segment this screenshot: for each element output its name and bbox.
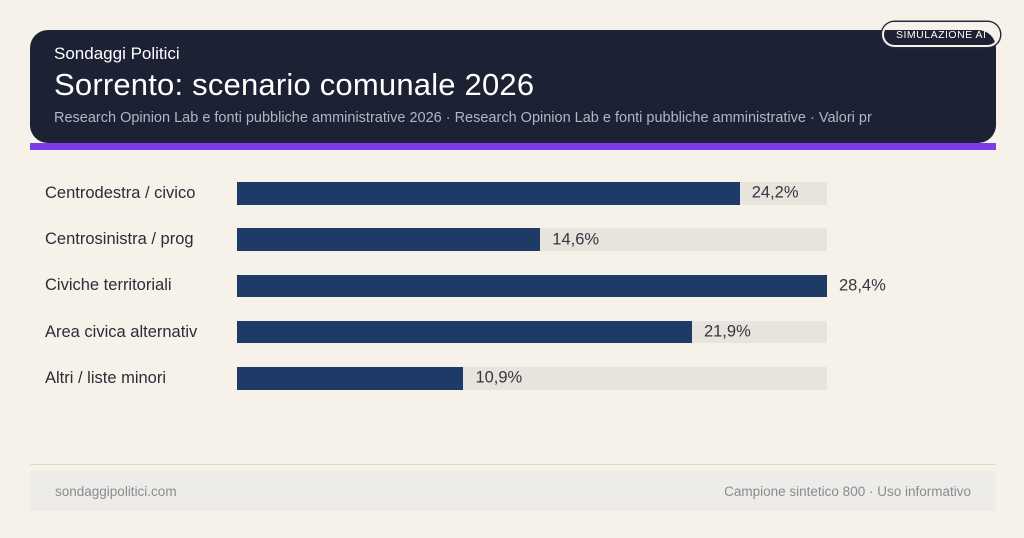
bar-value: 21,9% (703, 322, 751, 341)
bar-chart: Centrodestra / civico 24,2% Centrosinistra… (45, 182, 886, 413)
bar-track: 14,6% (237, 228, 827, 251)
bar-value: 28,4% (839, 276, 886, 295)
chart-row: Centrosinistra / prog 14,6% (45, 228, 827, 251)
footer-divider (30, 464, 996, 465)
accent-divider (30, 143, 996, 150)
bar-fill (237, 228, 541, 251)
row-label: Civiche territoriali (45, 276, 172, 295)
brand-label: Sondaggi Politici (54, 44, 180, 63)
header-card: Sondaggi Politici Sorrento: scenario com… (30, 30, 996, 143)
row-label: Area civica alternativ (45, 322, 198, 341)
chart-row: Area civica alternativ 21,9% (45, 320, 827, 344)
bar-value: 14,6% (552, 230, 600, 249)
bar-value: 24,2% (751, 183, 799, 202)
footer-sample-note: Campione sintetico 800 · Uso informativo (724, 483, 971, 499)
bar-fill (237, 182, 740, 205)
bar-value: 10,9% (475, 368, 523, 387)
bar-track: 21,9% (237, 320, 827, 344)
ai-simulation-badge-label: SIMULAZIONE AI (896, 28, 987, 41)
footer-domain: sondaggipolitici.com (55, 483, 177, 499)
row-label: Centrodestra / civico (45, 183, 196, 202)
row-label: Centrosinistra / prog (45, 230, 194, 249)
bar-track: 10,9% (237, 367, 827, 390)
chart-row: Altri / liste minori 10,9% (45, 367, 827, 390)
source-subtitle: Research Opinion Lab e fonti pubbliche a… (54, 110, 872, 126)
bar-fill (237, 320, 692, 344)
chart-row: Centrodestra / civico 24,2% (45, 182, 827, 205)
page-title: Sorrento: scenario comunale 2026 (54, 67, 535, 102)
bar-track: 28,4% (237, 274, 886, 298)
bar-track: 24,2% (237, 182, 827, 205)
bar-fill (237, 274, 827, 298)
chart-row: Civiche territoriali 28,4% (45, 274, 886, 298)
ai-simulation-badge: SIMULAZIONE AI (882, 22, 1001, 47)
row-label: Altri / liste minori (45, 368, 167, 387)
footer: sondaggipolitici.com Campione sintetico … (30, 471, 996, 511)
bar-fill (237, 367, 464, 390)
